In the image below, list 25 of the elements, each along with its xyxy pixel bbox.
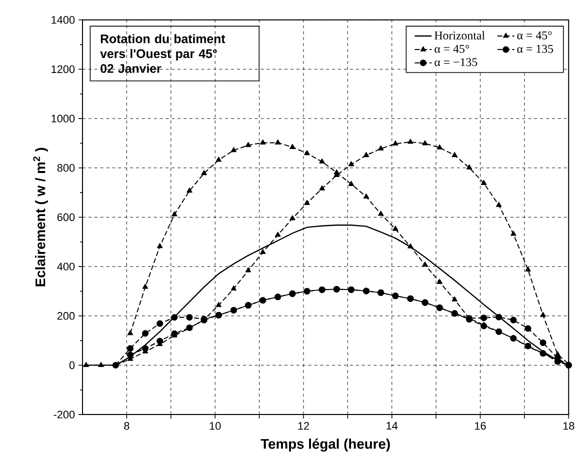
y-axis-title: Eclairement ( w / m$^{2}$ ) [33, 148, 48, 286]
y-tick-label: 0 [69, 361, 75, 369]
x-axis-title: Temps légal (heure) [260, 438, 390, 452]
legend-label: Horizontal [434, 31, 485, 40]
x-tick-label: 14 [386, 422, 398, 430]
x-tick-label: 10 [210, 422, 221, 430]
x-tick-label: 8 [124, 422, 130, 430]
x-tick-label: 16 [475, 422, 486, 430]
legend-label: α = −135 [434, 58, 478, 66]
x-tick-label: 18 [563, 422, 574, 430]
y-tick-label: 600 [57, 213, 75, 221]
y-tick-label: 1400 [52, 16, 75, 24]
y-tick-label: 200 [57, 312, 75, 320]
y-tick-label: 1000 [52, 114, 75, 122]
annotation: Rotation du batiment [100, 34, 226, 44]
y-tick-label: -200 [54, 410, 75, 418]
annotation: vers l'Ouest par 45° [100, 48, 217, 60]
annotation: 02 Janvier [100, 64, 162, 73]
y-tick-label: 800 [57, 164, 75, 172]
y-tick-label: 400 [57, 262, 75, 270]
y-tick-label: 1200 [52, 65, 75, 73]
legend-label: α = 135 [517, 44, 554, 53]
x-tick-label: 12 [298, 422, 309, 430]
legend-label: α = 45° [517, 31, 552, 40]
legend-label: α = 45° [434, 44, 470, 53]
